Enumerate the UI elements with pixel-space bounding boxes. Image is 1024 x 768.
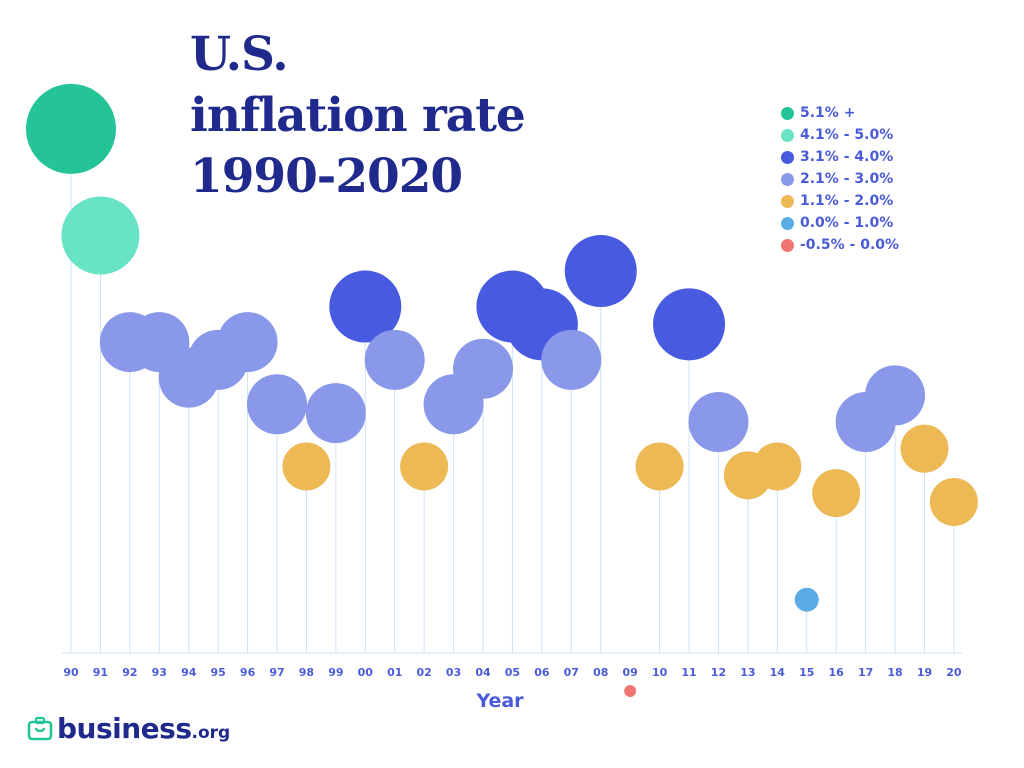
x-tick-label-20: 20 (946, 666, 962, 679)
legend-item: -0.5% - 0.0% (781, 234, 899, 256)
x-tick-label-17: 17 (858, 666, 873, 679)
x-tick-label-12: 12 (711, 666, 726, 679)
legend-label: 2.1% - 3.0% (800, 171, 894, 187)
x-tick-label-08: 08 (593, 666, 608, 679)
bubble-15 (794, 587, 819, 612)
x-tick-label-15: 15 (799, 666, 814, 679)
legend-item: 3.1% - 4.0% (781, 146, 899, 168)
bubble-19 (900, 424, 949, 473)
x-tick-label-13: 13 (740, 666, 755, 679)
x-tick-label-92: 92 (122, 666, 137, 679)
title-line-1: U.S. (190, 27, 289, 82)
x-tick-label-97: 97 (269, 666, 284, 679)
bubble-04 (453, 338, 514, 399)
legend-dot (781, 238, 794, 252)
x-tick-label-94: 94 (181, 666, 197, 679)
legend-item: 0.0% - 1.0% (781, 212, 899, 234)
legend-label: -0.5% - 0.0% (800, 237, 900, 253)
bubble-96 (217, 312, 278, 373)
legend-item: 5.1% + (781, 102, 899, 124)
x-tick-label-16: 16 (829, 666, 845, 679)
business-org-logo: business .org (27, 712, 230, 745)
title-line-2: inflation rate (190, 88, 526, 143)
bubble-90 (26, 83, 116, 174)
bubble-02 (400, 442, 449, 491)
x-tick-label-06: 06 (534, 666, 550, 679)
bubble-00 (329, 270, 402, 343)
legend-item: 2.1% - 3.0% (781, 168, 899, 190)
legend-dot (781, 106, 794, 120)
bubble-18 (865, 365, 926, 426)
x-tick-label-95: 95 (210, 666, 225, 679)
x-tick-label-99: 99 (328, 666, 343, 679)
bubble-01 (364, 329, 425, 390)
bubble-07 (541, 329, 602, 390)
x-tick-label-05: 05 (505, 666, 520, 679)
x-tick-label-01: 01 (387, 666, 402, 679)
x-tick-label-96: 96 (240, 666, 256, 679)
x-tick-label-19: 19 (917, 666, 932, 679)
legend-label: 4.1% - 5.0% (800, 127, 894, 143)
bubble-12 (688, 392, 749, 453)
x-tick-label-09: 09 (623, 666, 638, 679)
bubble-11 (653, 288, 726, 361)
bubble-20 (929, 477, 978, 526)
bubbles (26, 83, 978, 697)
x-tick-label-07: 07 (564, 666, 579, 679)
legend: 5.1% + 4.1% - 5.0% 3.1% - 4.0% 2.1% - 3.… (781, 102, 899, 256)
x-tick-label-02: 02 (417, 666, 432, 679)
legend-dot (781, 216, 794, 230)
legend-dot (781, 194, 794, 208)
briefcase-icon (27, 716, 53, 740)
bubble-09 (624, 685, 637, 697)
bubble-97 (247, 374, 308, 435)
x-axis-title: Year (476, 690, 524, 712)
x-tick-label-10: 10 (652, 666, 668, 679)
bubble-98 (282, 442, 331, 491)
x-tick-label-90: 90 (63, 666, 79, 679)
x-tick-label-18: 18 (887, 666, 902, 679)
legend-label: 3.1% - 4.0% (800, 149, 894, 165)
x-tick-label-00: 00 (358, 666, 374, 679)
x-tick-label-93: 93 (152, 666, 167, 679)
title-line-3: 1990-2020 (190, 149, 463, 204)
bubble-99 (305, 383, 366, 444)
x-tick-label-04: 04 (475, 666, 491, 679)
x-tick-label-11: 11 (681, 666, 696, 679)
legend-item: 1.1% - 2.0% (781, 190, 899, 212)
legend-dot (781, 150, 794, 164)
legend-label: 1.1% - 2.0% (800, 193, 894, 209)
x-tick-label-03: 03 (446, 666, 461, 679)
logo-wordmark: business (57, 712, 192, 745)
bubble-08 (564, 235, 637, 308)
legend-dot (781, 172, 794, 186)
x-tick-label-91: 91 (93, 666, 108, 679)
bubble-91 (61, 196, 140, 275)
bubble-16 (812, 469, 861, 518)
chart-title: U.S. inflation rate 1990-2020 (190, 24, 526, 207)
legend-dot (781, 128, 794, 142)
bubble-14 (753, 442, 802, 491)
legend-label: 5.1% + (800, 105, 856, 121)
x-tick-label-98: 98 (299, 666, 314, 679)
x-tick-labels: 90 91 92 93 94 95 96 97 98 99 00 01 02 03 04 05 06 07 08 09… (63, 666, 962, 679)
bubble-10 (635, 442, 684, 491)
legend-label: 0.0% - 1.0% (800, 215, 894, 231)
x-tick-label-14: 14 (770, 666, 786, 679)
legend-item: 4.1% - 5.0% (781, 124, 899, 146)
logo-tld: .org (191, 723, 231, 743)
